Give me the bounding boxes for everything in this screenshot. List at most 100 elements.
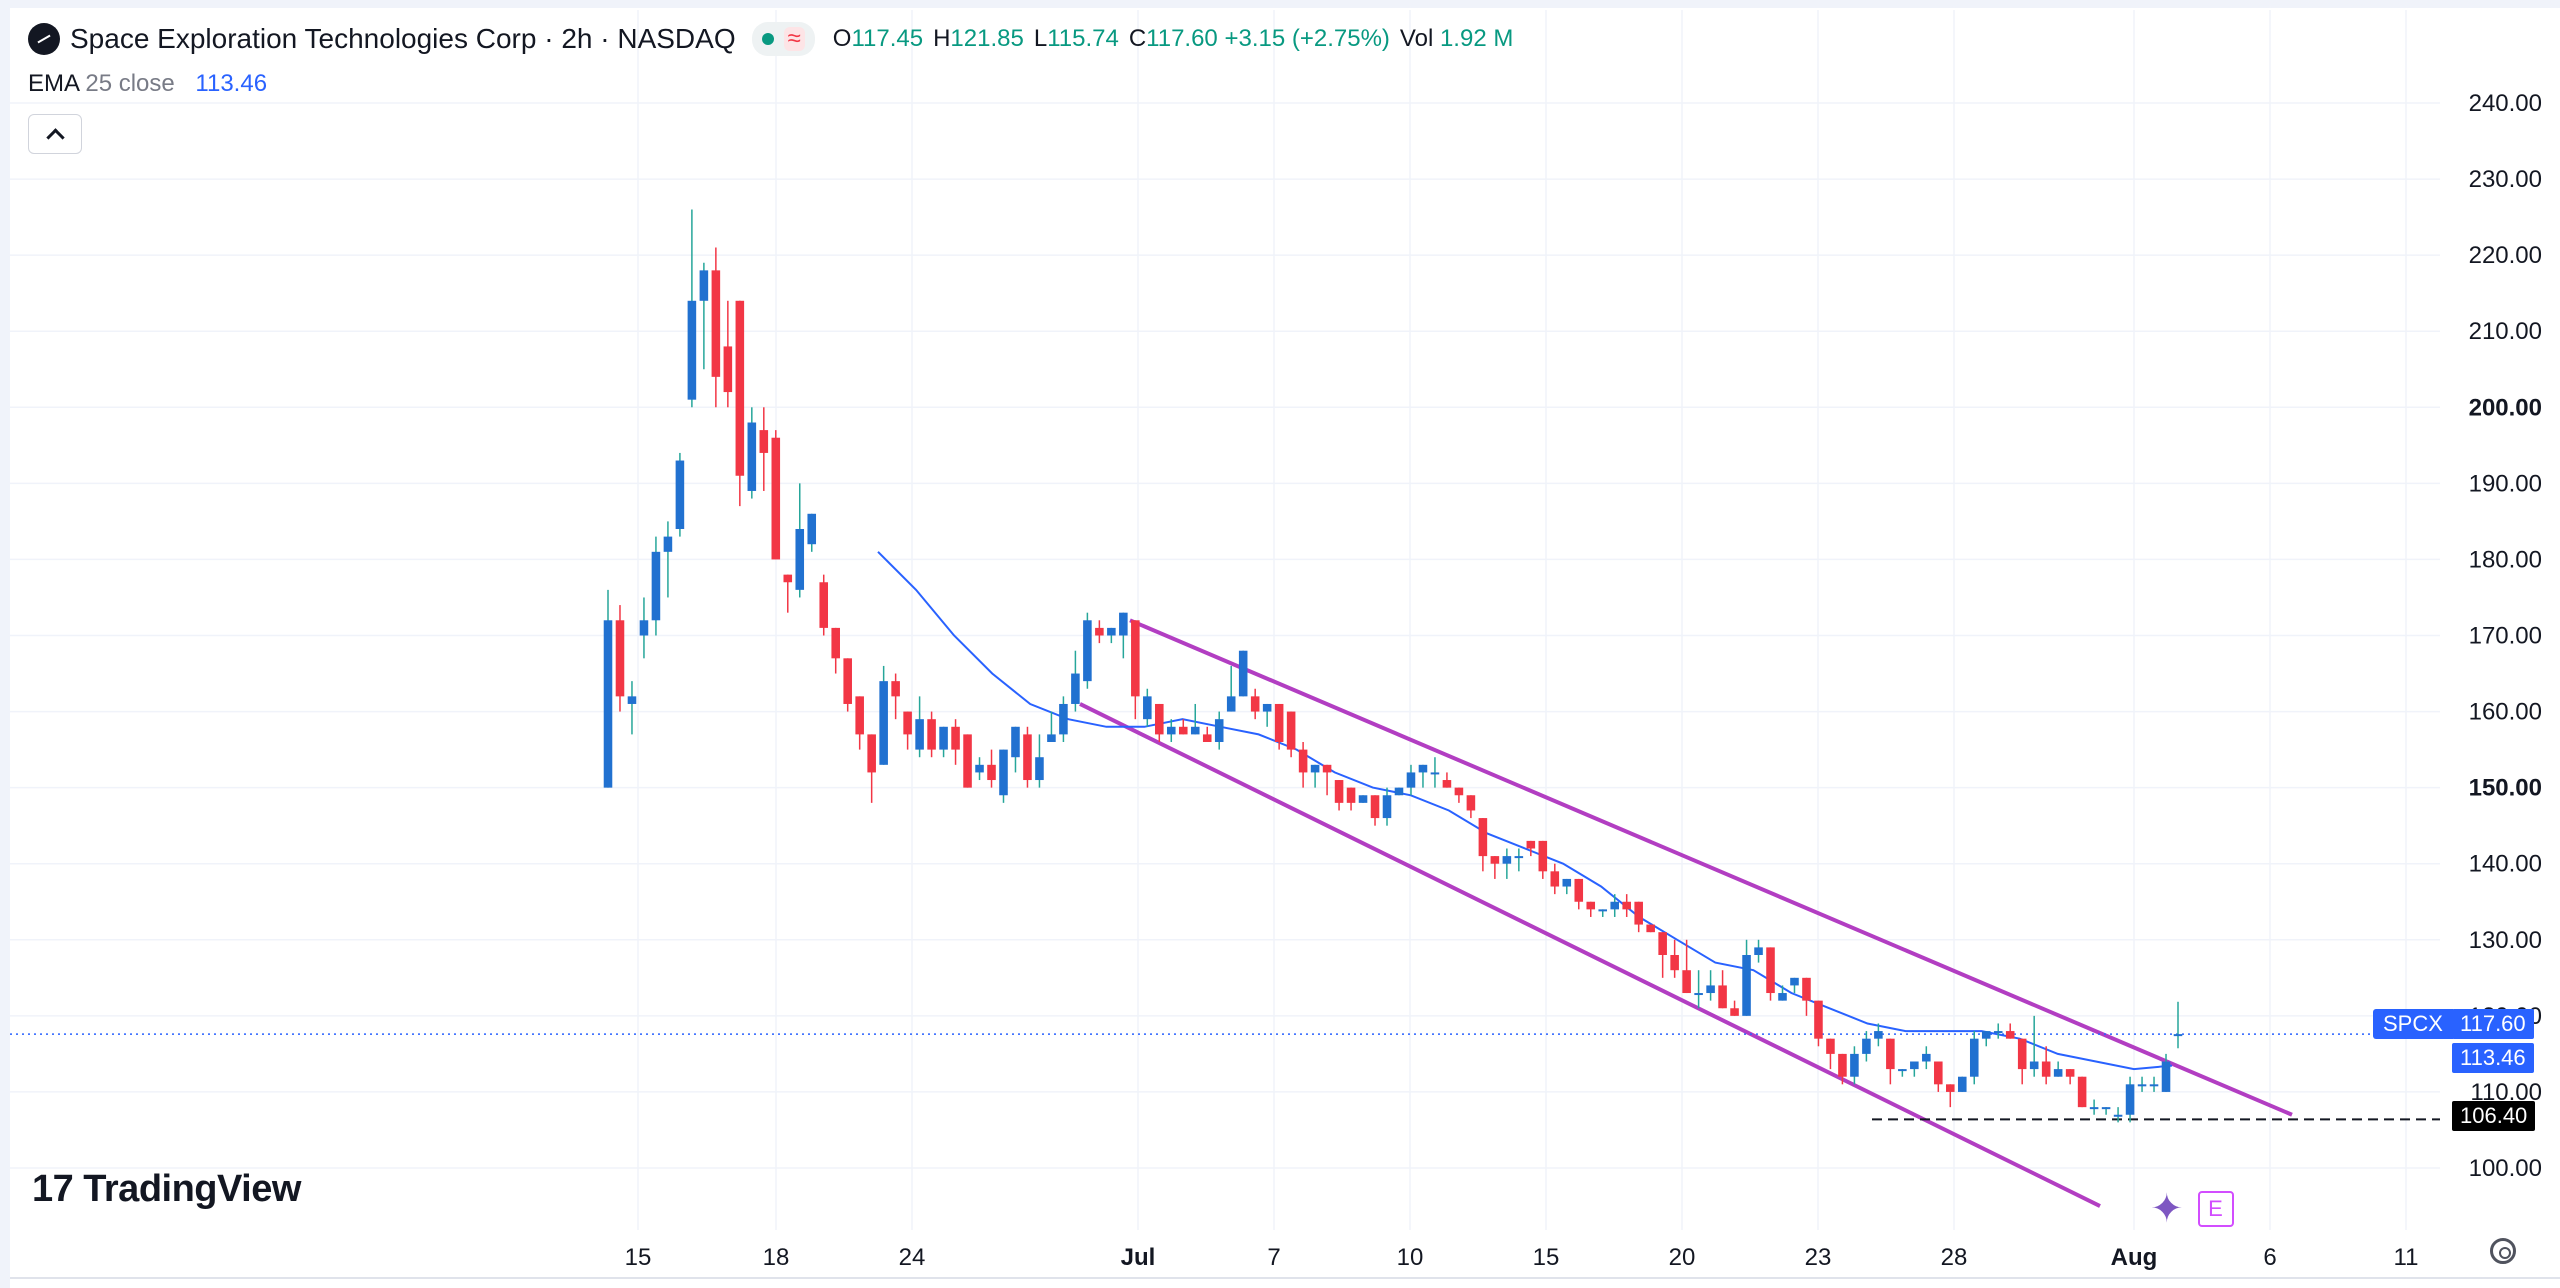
candle-down xyxy=(711,247,721,408)
candle-body xyxy=(1514,856,1524,859)
candle-up xyxy=(1874,1023,1883,1047)
candle-down xyxy=(1322,764,1332,796)
candle-body xyxy=(1562,878,1572,887)
candle-body xyxy=(1466,795,1476,811)
candle-body xyxy=(1850,1053,1859,1077)
candle-body xyxy=(795,529,805,590)
settings-gear-icon[interactable] xyxy=(2490,1238,2516,1264)
candle-body xyxy=(1011,726,1020,758)
candle-body xyxy=(987,764,996,781)
candle-body xyxy=(1035,757,1044,781)
candle-up xyxy=(1107,627,1116,644)
candle-body xyxy=(903,711,912,735)
candle-up xyxy=(2101,1107,2111,1115)
candle-body xyxy=(1262,703,1272,712)
tradingview-mark-icon: 17 xyxy=(32,1168,74,1210)
status-pill[interactable]: ≈ xyxy=(751,22,815,56)
candle-down xyxy=(1095,620,1104,644)
y-tick-label: 180.00 xyxy=(2469,546,2542,573)
y-tick-label: 230.00 xyxy=(2469,166,2542,193)
candle-body xyxy=(1598,909,1608,912)
y-tick-label: 160.00 xyxy=(2469,699,2542,726)
candle-body xyxy=(1969,1038,1979,1077)
candle-body xyxy=(867,734,876,773)
candle-body xyxy=(711,270,721,377)
candle-body xyxy=(1922,1053,1931,1062)
candle-up xyxy=(1167,719,1176,742)
spacex-logo-icon xyxy=(28,23,60,55)
candle-body xyxy=(1634,901,1643,925)
candle-body xyxy=(2125,1084,2135,1115)
candle-body xyxy=(2137,1084,2147,1087)
y-tick-label: 140.00 xyxy=(2469,851,2542,878)
earnings-badge[interactable]: E xyxy=(2197,1191,2234,1227)
ema-line xyxy=(877,551,2173,1071)
candle-body xyxy=(1790,977,1799,986)
x-tick-label: 20 xyxy=(1669,1244,1696,1271)
candle-body xyxy=(1298,749,1308,773)
candle-down xyxy=(891,673,900,720)
candle-down xyxy=(927,711,936,758)
candle-down xyxy=(1646,924,1655,933)
candle-body xyxy=(1862,1038,1871,1054)
candle-body xyxy=(939,726,948,750)
candle-down xyxy=(1023,726,1032,788)
candle-body xyxy=(2149,1084,2159,1087)
candle-body xyxy=(1442,780,1452,788)
candle-body xyxy=(1538,840,1548,872)
candle-body xyxy=(1047,734,1056,742)
ema-legend[interactable]: EMA 25 close 113.46 xyxy=(28,70,268,97)
candle-down xyxy=(783,574,793,613)
candle-body xyxy=(1694,993,1703,996)
candle-up xyxy=(1310,764,1320,788)
y-tick-label: 240.00 xyxy=(2469,90,2542,117)
candle-up xyxy=(1898,1069,1907,1077)
candle-body xyxy=(687,300,697,400)
candle-down xyxy=(951,719,960,765)
candle-body xyxy=(1382,795,1392,819)
x-tick-label: 23 xyxy=(1805,1244,1832,1271)
tradingview-logo[interactable]: 17 TradingView xyxy=(32,1168,301,1210)
candle-up xyxy=(915,696,924,758)
y-tick-label: 220.00 xyxy=(2469,242,2542,269)
candle-body xyxy=(1838,1053,1847,1077)
candle-body xyxy=(783,574,793,583)
candle-body xyxy=(1742,955,1751,1016)
candle-up xyxy=(1430,757,1440,788)
candle-up xyxy=(1059,696,1068,742)
candle-up xyxy=(603,589,613,788)
candle-up xyxy=(879,665,888,765)
candle-body xyxy=(1814,1000,1823,1039)
candle-body xyxy=(1238,650,1248,697)
candle-body xyxy=(759,430,769,453)
collapse-legend-button[interactable] xyxy=(28,114,82,154)
candle-body xyxy=(1898,1069,1907,1072)
candle-down xyxy=(615,605,625,712)
candle-body xyxy=(2053,1069,2063,1077)
candle-body xyxy=(1083,620,1092,682)
candle-body xyxy=(831,627,840,659)
candle-down xyxy=(1370,795,1380,826)
candle-body xyxy=(2089,1107,2099,1110)
candle-body xyxy=(1167,726,1176,735)
candle-body xyxy=(1802,977,1811,1001)
sparkle-icon[interactable]: ✦ xyxy=(2150,1187,2184,1231)
candle-body xyxy=(699,270,709,301)
candle-up xyxy=(1694,970,1703,1009)
symbol-title[interactable]: Space Exploration Technologies Corp · 2h… xyxy=(70,23,736,54)
candle-down xyxy=(1250,688,1260,720)
candle-body xyxy=(1202,734,1212,742)
candle-down xyxy=(1886,1038,1895,1085)
candle-down xyxy=(2041,1046,2051,1085)
candle-down xyxy=(1538,840,1548,879)
candle-body xyxy=(1718,985,1727,1009)
candle-up xyxy=(2125,1076,2135,1123)
candle-down xyxy=(1155,703,1164,742)
candle-down xyxy=(1826,1038,1835,1070)
level-price-tag: 106.40 xyxy=(2452,1101,2536,1131)
symbol-tag: SPCX xyxy=(2373,1009,2453,1039)
candle-down xyxy=(963,734,972,788)
candle-up xyxy=(2173,1001,2183,1049)
